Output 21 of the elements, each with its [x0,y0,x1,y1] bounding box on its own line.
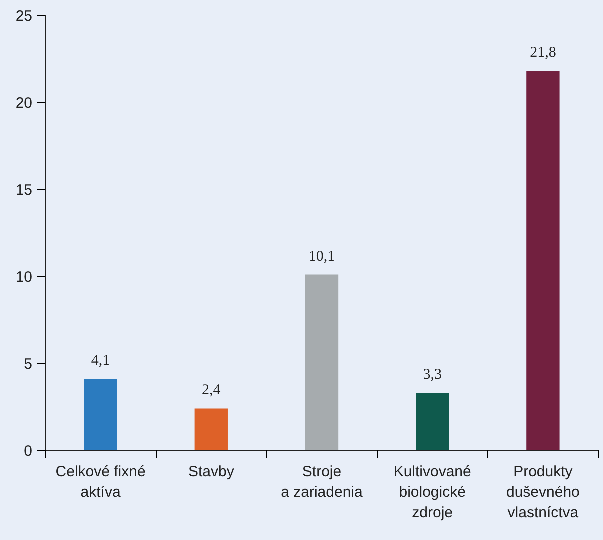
data-label: 10,1 [308,248,336,265]
data-label: 2,4 [202,382,222,399]
x-tick-label: Kultivované biologické zdroje [394,464,472,522]
y-tick-label: 10 [16,269,33,286]
bar [84,379,118,450]
x-tick-label: Produkty duševného vlastníctva [506,464,580,522]
y-tick-label: 20 [16,95,33,112]
bar [416,393,450,450]
x-tick-label: Stavby [188,464,235,480]
data-label: 3,3 [423,367,442,384]
y-tick-label: 0 [24,443,32,460]
bar [305,274,339,450]
bar [526,71,560,450]
y-tick-label: 5 [24,356,32,373]
data-label: 4,1 [91,353,110,370]
x-tick-label: Celkové fixné aktíva [56,464,146,501]
bar [194,408,228,450]
data-label: 21,8 [530,45,556,62]
y-tick-label: 15 [16,182,33,199]
x-tick-label: Stroje a zariadenia [281,464,364,501]
y-tick-label: 25 [16,8,33,25]
